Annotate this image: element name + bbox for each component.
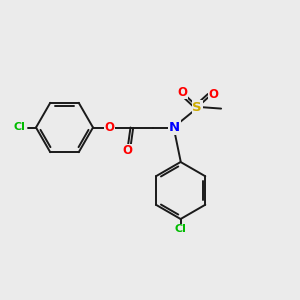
- Text: Cl: Cl: [14, 122, 26, 133]
- Text: Cl: Cl: [175, 224, 187, 235]
- Text: O: O: [104, 121, 115, 134]
- Text: O: O: [208, 88, 219, 101]
- Text: S: S: [192, 100, 202, 114]
- Text: O: O: [122, 144, 133, 157]
- Text: O: O: [177, 85, 187, 99]
- Text: N: N: [169, 121, 180, 134]
